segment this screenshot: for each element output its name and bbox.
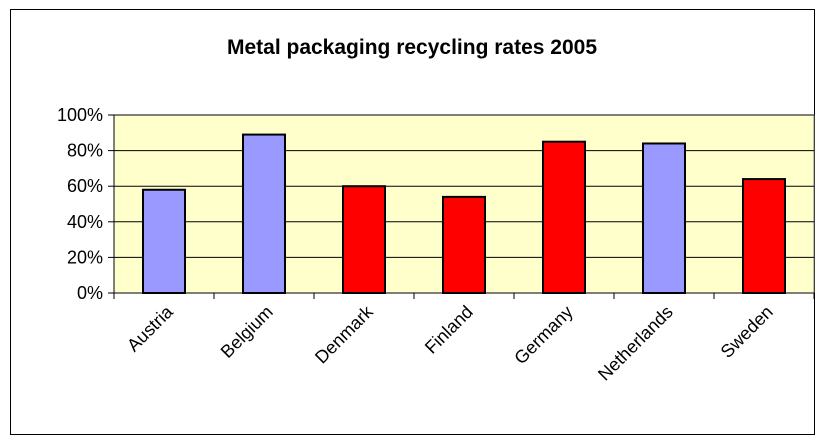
y-tick-label: 80% [67,141,103,161]
bar-denmark [342,185,386,294]
x-tick-label-denmark: Denmark [311,301,377,367]
y-tick-label: 60% [67,176,103,196]
y-tick-label: 20% [67,247,103,267]
bar-sweden [742,178,786,294]
y-tick-label: 40% [67,212,103,232]
axes [108,114,815,299]
y-tick-labels: 0% 20% 40% 60% 80% 100% [57,105,103,303]
bar-netherlands [642,142,686,294]
x-tick-label-sweden: Sweden [717,302,777,362]
x-tick-label-germany: Germany [510,302,576,368]
x-tick-label-austria: Austria [123,301,177,355]
bars [142,133,786,295]
chart-title: Metal packaging recycling rates 2005 [227,36,597,59]
x-tick-labels: Austria Belgium Denmark Finland Germany Nethe… [123,301,777,384]
y-tick-label: 100% [57,105,103,125]
bar-austria [142,188,186,294]
x-tick-label-finland: Finland [421,302,477,358]
bar-germany [542,140,586,294]
x-tick-label-belgium: Belgium [217,302,277,362]
bar-finland [442,195,486,295]
x-tick-label-netherlands: Netherlands [594,302,677,385]
y-tick-label: 0% [77,283,103,303]
bar-belgium [242,133,286,294]
